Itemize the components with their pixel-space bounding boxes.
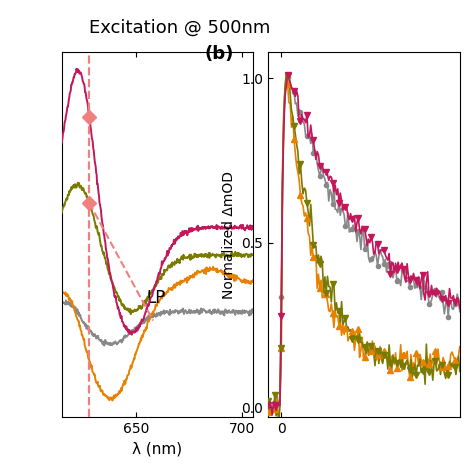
- X-axis label: λ (nm): λ (nm): [132, 442, 182, 456]
- Text: (b): (b): [204, 45, 234, 63]
- Text: LP: LP: [146, 289, 166, 307]
- Text: Excitation @ 500nm: Excitation @ 500nm: [90, 19, 271, 37]
- Y-axis label: Normalized ΔmOD: Normalized ΔmOD: [222, 171, 236, 299]
